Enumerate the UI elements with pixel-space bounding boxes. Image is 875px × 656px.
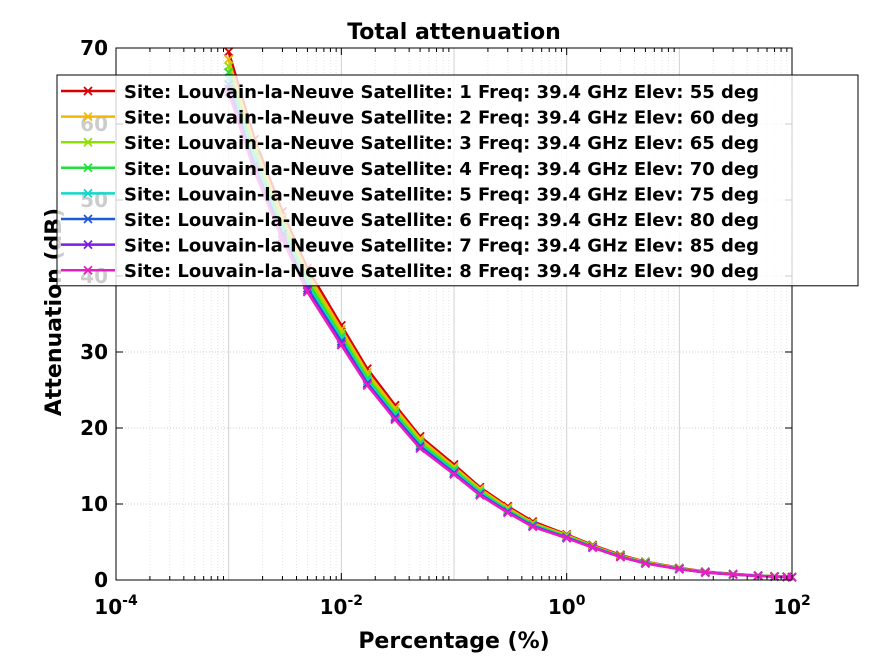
legend-label: Site: Louvain-la-Neuve Satellite: 6 Freq… <box>124 210 759 231</box>
legend-marker <box>83 111 93 122</box>
legend-label: Site: Louvain-la-Neuve Satellite: 5 Freq… <box>124 184 759 205</box>
data-point <box>587 543 598 553</box>
y-tick-label: 0 <box>94 568 108 592</box>
data-point <box>640 558 651 569</box>
legend-entry: Site: Louvain-la-Neuve Satellite: 2 Freq… <box>61 108 759 129</box>
legend-label: Site: Louvain-la-Neuve Satellite: 4 Freq… <box>124 159 759 180</box>
chart-title: Total attenuation <box>347 20 561 45</box>
data-point <box>390 415 400 425</box>
y-tick-label: 20 <box>80 416 108 440</box>
legend-marker <box>83 137 93 147</box>
data-point <box>753 571 763 581</box>
data-point <box>615 552 626 562</box>
legend-entry: Site: Louvain-la-Neuve Satellite: 6 Freq… <box>61 210 759 231</box>
data-point <box>503 508 513 518</box>
x-axis-label: Percentage (%) <box>358 629 549 654</box>
legend-marker <box>83 214 93 224</box>
data-point <box>728 569 738 580</box>
axes-box <box>115 47 793 581</box>
y-tick-label: 10 <box>80 492 108 516</box>
data-point <box>415 443 425 454</box>
legend-entry: Site: Louvain-la-Neuve Satellite: 7 Freq… <box>61 236 759 257</box>
data-point <box>562 533 572 543</box>
legend-marker <box>83 86 93 96</box>
x-tick-label: 102 <box>773 593 811 619</box>
data-point <box>336 340 346 350</box>
legend-marker <box>83 265 93 275</box>
x-tick-label: 100 <box>548 593 586 619</box>
legend-label: Site: Louvain-la-Neuve Satellite: 1 Freq… <box>124 82 759 103</box>
x-tick-label: 10-2 <box>320 593 363 619</box>
data-point <box>475 490 485 500</box>
data-point <box>362 380 372 391</box>
data-point <box>674 564 684 574</box>
legend-label: Site: Louvain-la-Neuve Satellite: 8 Freq… <box>124 261 759 282</box>
y-tick-label: 30 <box>80 340 108 364</box>
data-point <box>528 522 538 532</box>
data-point <box>700 567 710 578</box>
legend-label: Site: Louvain-la-Neuve Satellite: 7 Freq… <box>124 236 759 257</box>
data-point <box>449 469 459 479</box>
legend: Site: Louvain-la-Neuve Satellite: 1 Freq… <box>56 74 859 287</box>
legend-marker <box>83 163 93 173</box>
legend-box <box>56 74 859 287</box>
series-layer <box>224 47 797 582</box>
legend-entry: Site: Louvain-la-Neuve Satellite: 3 Freq… <box>61 133 759 154</box>
data-point <box>224 47 234 57</box>
x-tick-label: 10-4 <box>94 593 138 619</box>
legend-marker <box>83 188 93 199</box>
y-tick-label: 70 <box>80 36 108 60</box>
data-point <box>224 54 234 65</box>
legend-marker <box>83 239 93 250</box>
legend-entry: Site: Louvain-la-Neuve Satellite: 5 Freq… <box>61 184 759 205</box>
data-point <box>302 287 313 297</box>
legend-label: Site: Louvain-la-Neuve Satellite: 3 Freq… <box>124 133 759 154</box>
legend-entry: Site: Louvain-la-Neuve Satellite: 4 Freq… <box>61 159 759 180</box>
legend-entry: Site: Louvain-la-Neuve Satellite: 1 Freq… <box>61 82 759 103</box>
legend-entry: Site: Louvain-la-Neuve Satellite: 8 Freq… <box>61 261 759 282</box>
legend-label: Site: Louvain-la-Neuve Satellite: 2 Freq… <box>124 108 759 129</box>
